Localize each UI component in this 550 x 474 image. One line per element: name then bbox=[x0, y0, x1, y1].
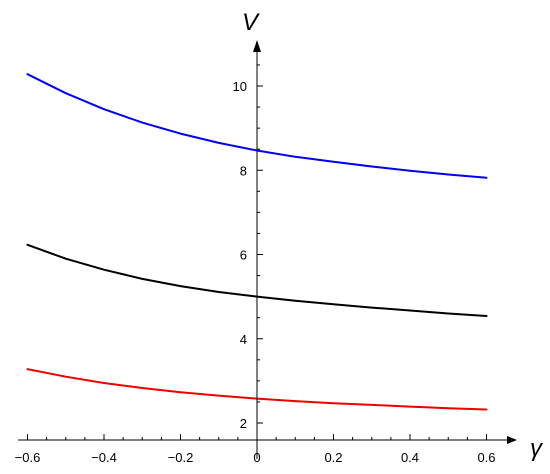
x-tick-label: −0.2 bbox=[168, 450, 194, 465]
x-tick-label: −0.6 bbox=[15, 450, 41, 465]
x-axis-label: γ bbox=[530, 435, 544, 462]
y-tick-label: 2 bbox=[240, 416, 247, 431]
x-tick-label: 0.4 bbox=[401, 450, 419, 465]
x-tick-label: −0.4 bbox=[91, 450, 117, 465]
axes-layer bbox=[18, 40, 517, 459]
x-tick-label: 0 bbox=[253, 450, 260, 465]
x-axis-arrow-icon bbox=[507, 436, 517, 444]
y-axis-label: V bbox=[242, 9, 260, 36]
y-tick-label: 8 bbox=[240, 163, 247, 178]
x-tick-label: 0.2 bbox=[324, 450, 342, 465]
y-tick-label: 6 bbox=[240, 248, 247, 263]
x-tick-label: 0.6 bbox=[477, 450, 495, 465]
labels-layer: −0.6 −0.4 −0.2 0 0.2 0.4 0.6 2 4 6 8 10 γ V bbox=[15, 9, 544, 465]
y-axis-arrow-icon bbox=[253, 40, 261, 52]
y-tick-label: 4 bbox=[240, 332, 247, 347]
y-tick-label: 10 bbox=[233, 79, 247, 94]
